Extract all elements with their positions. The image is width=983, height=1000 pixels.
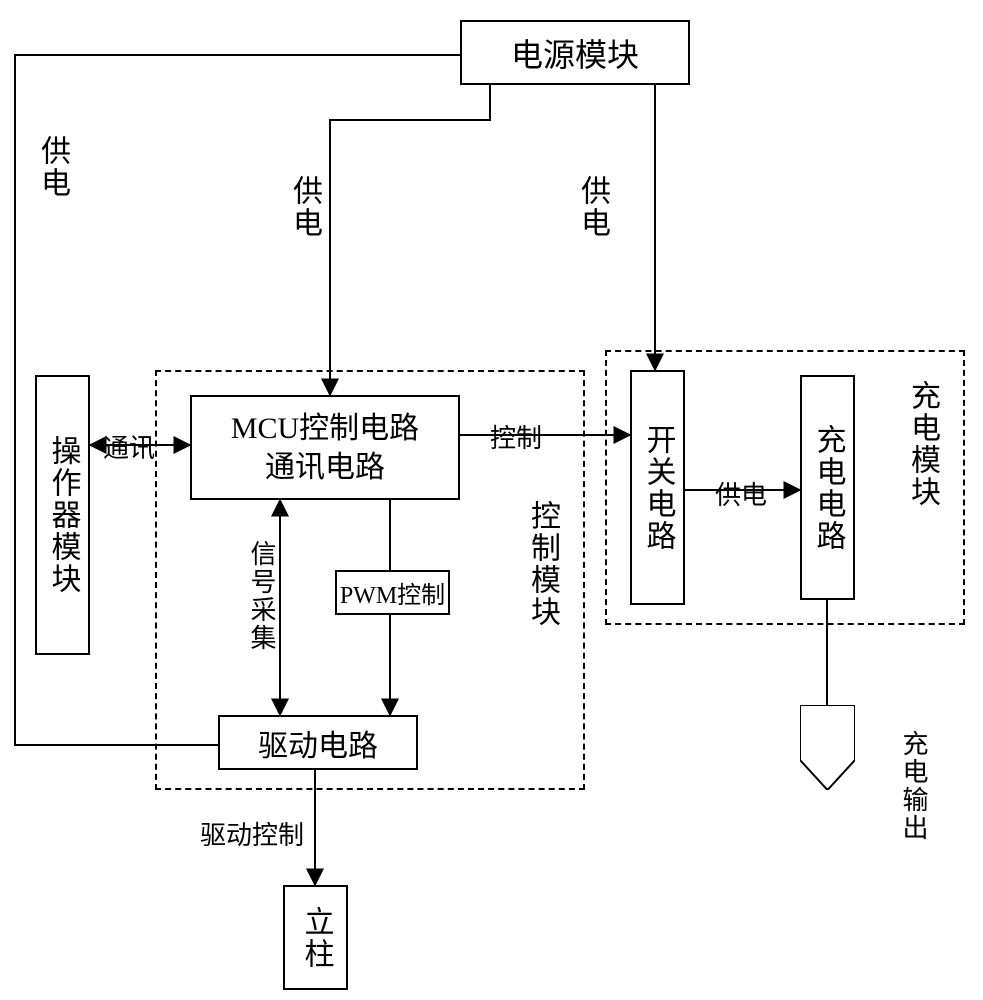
edge-power-mcu-label: 供电 xyxy=(282,175,326,239)
node-pillar-label: 立柱 xyxy=(294,906,338,970)
node-switch: 开关电路 xyxy=(630,370,685,605)
node-pillar: 立柱 xyxy=(283,885,348,990)
node-mcu: MCU控制电路 通讯电路 xyxy=(190,395,460,500)
output-shape xyxy=(800,705,855,790)
edge-charge-out-label: 充电输出 xyxy=(895,730,932,842)
node-operator-label: 操作器模块 xyxy=(41,435,85,595)
node-pwm: PWM控制 xyxy=(335,570,450,615)
diagram-stage: 电源模块 操作器模块 控制模块 充电模块 MCU控制电路 通讯电路 驱动电路 开… xyxy=(0,0,983,1000)
edge-power-switch-label: 供电 xyxy=(570,175,614,239)
edge-operator-mcu-label: 通讯 xyxy=(103,428,155,465)
edge-signal-label: 信号采集 xyxy=(243,540,280,652)
edge-drive-pillar-label: 驱动控制 xyxy=(200,815,304,852)
edge-switch-charge-label: 供电 xyxy=(715,475,767,512)
node-power: 电源模块 xyxy=(460,20,690,85)
node-operator: 操作器模块 xyxy=(35,375,90,655)
node-drive-label: 驱动电路 xyxy=(258,721,378,765)
group-control-module-label: 控制模块 xyxy=(520,500,564,628)
node-drive: 驱动电路 xyxy=(218,715,418,770)
node-mcu-label: MCU控制电路 通讯电路 xyxy=(231,409,419,487)
node-charge: 充电电路 xyxy=(800,375,855,600)
node-pwm-label: PWM控制 xyxy=(340,575,445,610)
edge-mcu-switch-label: 控制 xyxy=(490,418,542,455)
edge-power-operator-label: 供电 xyxy=(30,135,74,199)
node-switch-label: 开关电路 xyxy=(636,424,680,552)
node-charge-label: 充电电路 xyxy=(806,424,850,552)
group-charge-module-label: 充电模块 xyxy=(900,380,944,508)
node-power-label: 电源模块 xyxy=(511,30,639,76)
